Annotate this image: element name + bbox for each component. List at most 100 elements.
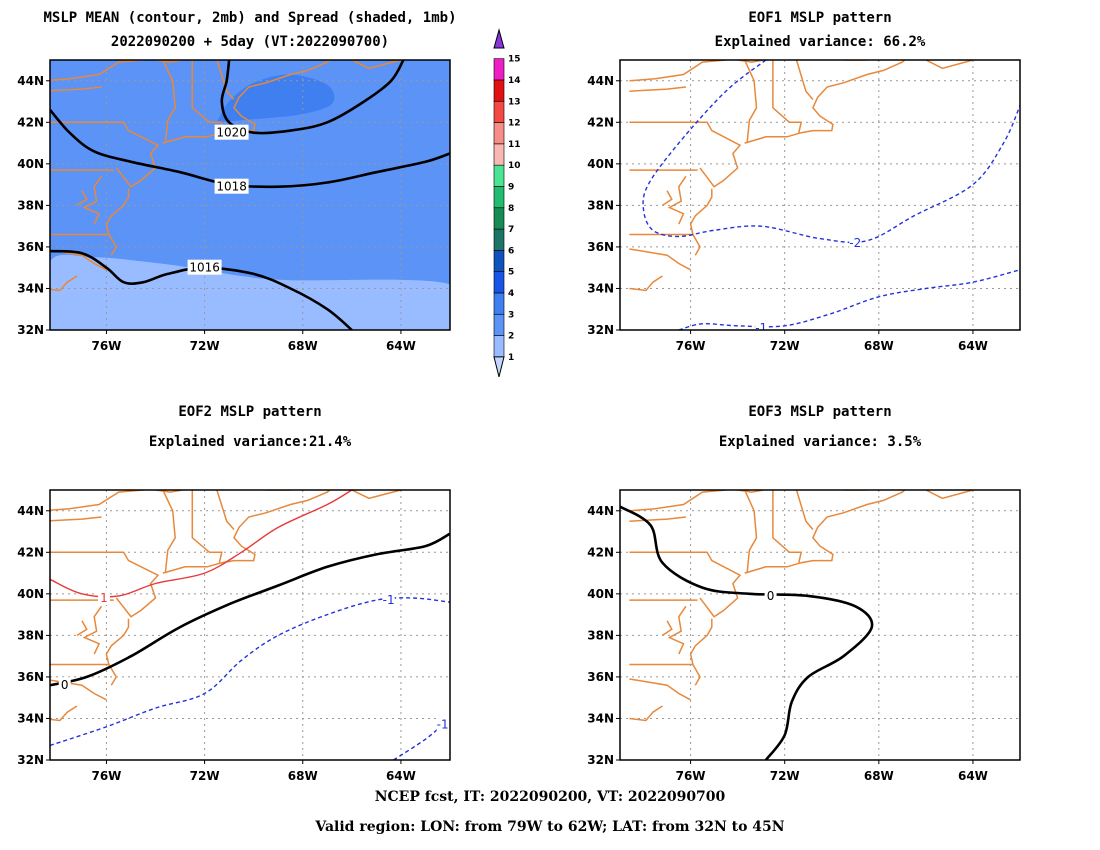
colorbar-box bbox=[493, 100, 505, 123]
y-tick-label: 36N bbox=[17, 670, 44, 684]
panel-eof3: EOF3 MSLP pattern Explained variance: 3.5… bbox=[587, 404, 1021, 783]
contour-line-0 bbox=[620, 505, 874, 760]
colorbar-tick-label: 8 bbox=[508, 204, 514, 214]
contour-label-0: 0 bbox=[767, 589, 775, 603]
y-tick-label: 34N bbox=[587, 711, 614, 725]
contour-line--1 bbox=[678, 269, 1020, 330]
coastline bbox=[82, 605, 103, 655]
panel-title-eof3-0: EOF3 MSLP pattern bbox=[748, 404, 891, 420]
plot-area-mean: 1020 1018 1016 bbox=[50, 60, 450, 330]
colorbar-box bbox=[493, 58, 505, 81]
x-tick-label: 68W bbox=[864, 769, 894, 783]
coastline bbox=[925, 60, 974, 70]
colorbar-box bbox=[493, 271, 505, 294]
y-tick-label: 40N bbox=[17, 157, 44, 171]
panel-title-eof2-0: EOF2 MSLP pattern bbox=[178, 404, 321, 420]
coastline bbox=[629, 516, 686, 522]
coastline bbox=[50, 516, 102, 522]
colorbar-tick-label: 12 bbox=[508, 119, 521, 129]
x-tick-label: 68W bbox=[288, 339, 318, 353]
x-tick-label: 64W bbox=[958, 769, 988, 783]
panel-eof1: EOF1 MSLP pattern Explained variance: 66.… bbox=[587, 10, 1021, 353]
colorbar-tick-label: 14 bbox=[508, 76, 521, 86]
coastline bbox=[162, 490, 331, 574]
contour-line-0 bbox=[50, 532, 450, 687]
coastline bbox=[629, 121, 742, 188]
contour-label--1: -1 bbox=[383, 593, 395, 607]
coastline bbox=[76, 190, 88, 207]
coastline bbox=[661, 620, 673, 637]
coastline bbox=[629, 275, 663, 292]
y-tick-label: 32N bbox=[17, 753, 44, 767]
colorbar-tick-label: 1 bbox=[508, 353, 514, 363]
spread-shade-4 bbox=[216, 74, 335, 123]
contour-label-0: 0 bbox=[61, 678, 69, 692]
y-tick-label: 40N bbox=[17, 587, 44, 601]
coastline bbox=[191, 490, 223, 563]
coastline bbox=[162, 60, 331, 144]
coastline bbox=[925, 490, 974, 500]
colorbar-tick-label: 13 bbox=[508, 97, 521, 107]
plot-frame-eof1 bbox=[619, 59, 1021, 331]
x-tick-label: 72W bbox=[770, 769, 800, 783]
plot-frame-eof2 bbox=[49, 489, 451, 761]
contour-label-bg bbox=[764, 587, 777, 603]
contour-line--2 bbox=[642, 60, 1020, 244]
contour-label-bg bbox=[214, 124, 249, 140]
colorbar-box bbox=[493, 79, 505, 102]
contour-label-bg bbox=[436, 716, 449, 732]
contour-line--1 bbox=[50, 597, 450, 747]
coastline bbox=[50, 86, 102, 92]
coastline bbox=[76, 620, 88, 637]
colorbar-box bbox=[493, 122, 505, 145]
coastline bbox=[162, 60, 176, 144]
panel-title-eof1-1: Explained variance: 66.2% bbox=[715, 34, 926, 50]
y-tick-label: 32N bbox=[587, 323, 614, 337]
contour-label-bg bbox=[97, 590, 110, 605]
coastline bbox=[50, 121, 160, 188]
x-tick-label: 76W bbox=[91, 339, 121, 353]
y-tick-label: 40N bbox=[587, 157, 614, 171]
coastline bbox=[50, 705, 78, 722]
coastline bbox=[689, 618, 713, 686]
coastline bbox=[744, 60, 906, 144]
coastline bbox=[216, 60, 235, 100]
plot-area-eof3: 0 bbox=[620, 490, 1020, 760]
contour-label-1016: 1016 bbox=[189, 261, 220, 275]
colorbar-box bbox=[493, 143, 505, 166]
y-tick-label: 38N bbox=[17, 198, 44, 212]
coastline bbox=[795, 490, 814, 530]
coastline bbox=[105, 188, 130, 256]
x-tick-label: 68W bbox=[864, 339, 894, 353]
y-tick-label: 38N bbox=[587, 198, 614, 212]
panel-title-eof2-1: Explained variance:21.4% bbox=[149, 434, 352, 450]
y-tick-label: 34N bbox=[587, 281, 614, 295]
coastline bbox=[772, 60, 803, 133]
contour-label-1018: 1018 bbox=[216, 180, 247, 194]
y-tick-label: 38N bbox=[587, 628, 614, 642]
y-tick-label: 44N bbox=[17, 504, 44, 518]
colorbar-tick-label: 9 bbox=[508, 182, 514, 192]
contour-label--2: -2 bbox=[849, 236, 861, 250]
colorbar-tick-label: 7 bbox=[508, 225, 514, 235]
y-tick-label: 32N bbox=[17, 323, 44, 337]
coastline bbox=[50, 275, 78, 292]
coastline bbox=[629, 86, 686, 92]
x-tick-label: 72W bbox=[770, 339, 800, 353]
x-tick-label: 72W bbox=[190, 769, 220, 783]
y-tick-label: 34N bbox=[17, 711, 44, 725]
footer-valid-region: Valid region: LON: from 79W to 62W; LAT:… bbox=[314, 819, 784, 835]
panels-layer: MSLP MEAN (contour, 2mb) and Spread (sha… bbox=[17, 10, 1021, 783]
coastline bbox=[689, 188, 713, 256]
y-tick-label: 32N bbox=[587, 753, 614, 767]
y-tick-label: 36N bbox=[587, 670, 614, 684]
x-tick-label: 72W bbox=[190, 339, 220, 353]
contour-label-bg bbox=[187, 259, 222, 275]
contour-line-1016 bbox=[50, 249, 353, 330]
coastline bbox=[629, 490, 726, 512]
panel-title-eof1-0: EOF1 MSLP pattern bbox=[748, 10, 891, 26]
colorbar-tick-label: 2 bbox=[508, 332, 514, 342]
contour-label-bg bbox=[58, 677, 71, 693]
coastline bbox=[795, 60, 814, 100]
